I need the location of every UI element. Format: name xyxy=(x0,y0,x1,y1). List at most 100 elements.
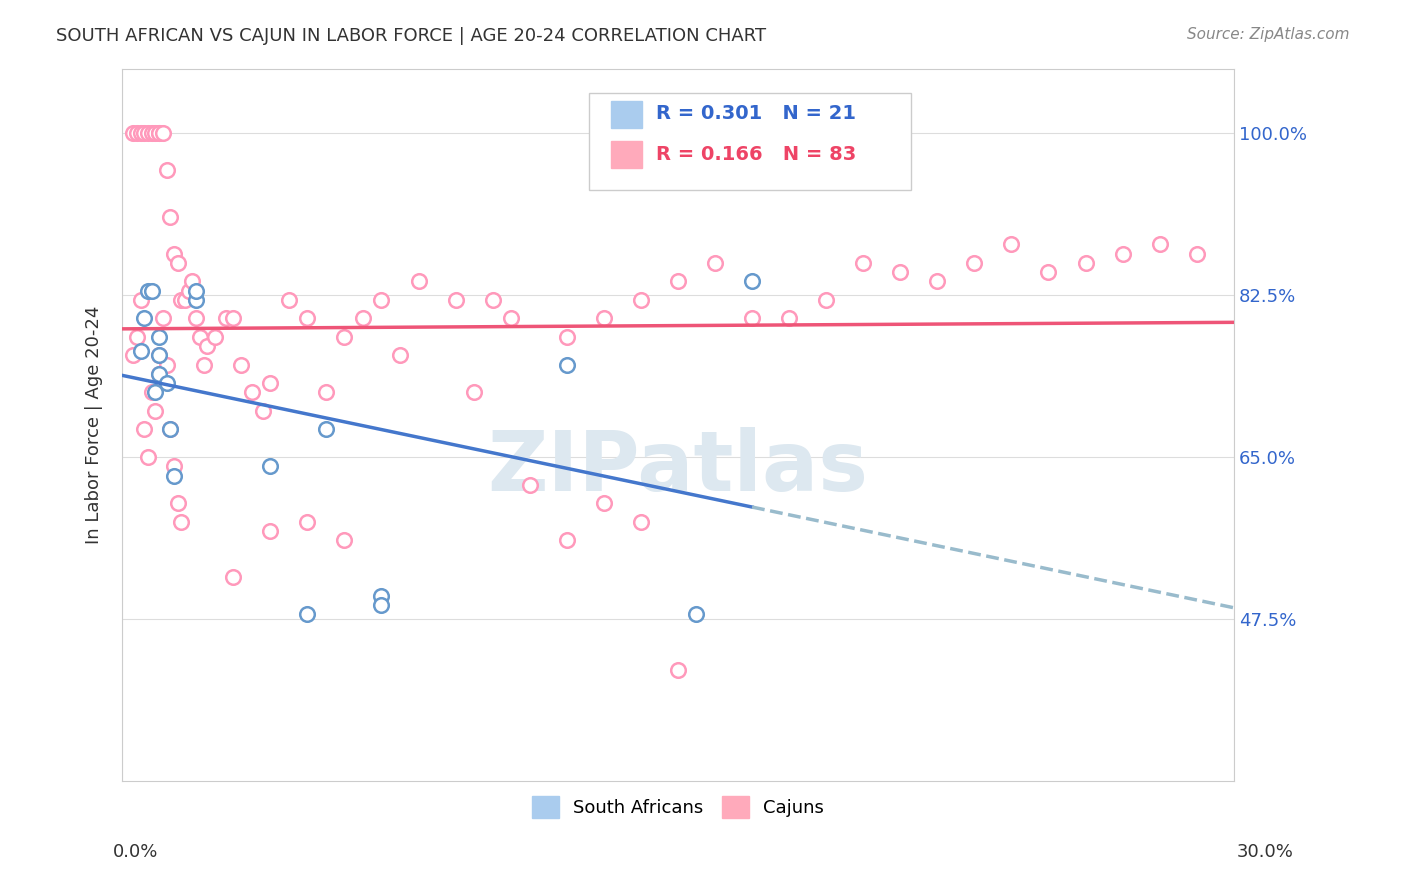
Point xyxy=(148,126,170,140)
Point xyxy=(778,311,800,326)
Point xyxy=(136,284,159,298)
Point xyxy=(315,422,337,436)
FancyBboxPatch shape xyxy=(612,101,643,128)
Point xyxy=(148,367,170,381)
Point xyxy=(555,358,578,372)
Point xyxy=(444,293,467,307)
Legend: South Africans, Cajuns: South Africans, Cajuns xyxy=(524,789,831,825)
Point xyxy=(685,607,707,622)
FancyBboxPatch shape xyxy=(612,141,643,169)
Point xyxy=(148,330,170,344)
Point xyxy=(125,126,148,140)
Point xyxy=(148,126,170,140)
Point xyxy=(352,311,374,326)
Point xyxy=(297,515,319,529)
Point xyxy=(145,404,167,418)
Point xyxy=(240,385,263,400)
Point xyxy=(177,284,200,298)
Point xyxy=(852,256,875,270)
Point xyxy=(152,126,174,140)
Point xyxy=(1111,246,1133,260)
Point xyxy=(519,478,541,492)
Point xyxy=(370,589,392,603)
Point xyxy=(666,274,689,288)
Point xyxy=(186,311,208,326)
Point xyxy=(163,246,186,260)
Point xyxy=(481,293,503,307)
Point xyxy=(155,376,177,391)
Point xyxy=(963,256,986,270)
Point xyxy=(141,385,163,400)
Point xyxy=(136,450,159,464)
Y-axis label: In Labor Force | Age 20-24: In Labor Force | Age 20-24 xyxy=(86,306,103,544)
Point xyxy=(170,515,193,529)
Point xyxy=(122,348,145,362)
Point xyxy=(163,459,186,474)
Point xyxy=(333,330,356,344)
Point xyxy=(129,293,152,307)
Point xyxy=(222,311,245,326)
Point xyxy=(186,284,208,298)
Point xyxy=(315,385,337,400)
Point xyxy=(259,524,281,538)
Point xyxy=(134,311,156,326)
Point xyxy=(193,358,215,372)
Point xyxy=(297,311,319,326)
Point xyxy=(155,358,177,372)
Point xyxy=(592,311,614,326)
Point xyxy=(463,385,485,400)
Point xyxy=(741,311,763,326)
Point xyxy=(1185,246,1208,260)
Point xyxy=(222,570,245,584)
Point xyxy=(141,126,163,140)
Point xyxy=(259,459,281,474)
Point xyxy=(129,343,152,358)
Point xyxy=(215,311,238,326)
Point xyxy=(145,385,167,400)
Text: R = 0.166   N = 83: R = 0.166 N = 83 xyxy=(655,145,856,163)
Point xyxy=(333,533,356,548)
Point xyxy=(125,330,148,344)
Text: 0.0%: 0.0% xyxy=(112,843,157,861)
Point xyxy=(155,163,177,178)
Point xyxy=(388,348,411,362)
Point xyxy=(166,496,188,510)
Point xyxy=(159,422,181,436)
FancyBboxPatch shape xyxy=(589,94,911,190)
Point xyxy=(174,293,197,307)
Point xyxy=(666,663,689,677)
Point xyxy=(1074,256,1097,270)
Point xyxy=(204,330,226,344)
Point xyxy=(134,422,156,436)
Point xyxy=(136,126,159,140)
Point xyxy=(889,265,911,279)
Point xyxy=(630,293,652,307)
Point xyxy=(186,293,208,307)
Point xyxy=(252,404,274,418)
Point xyxy=(927,274,949,288)
Point xyxy=(163,468,186,483)
Point xyxy=(152,311,174,326)
Point xyxy=(501,311,523,326)
Text: ZIPatlas: ZIPatlas xyxy=(488,427,869,508)
Point xyxy=(188,330,211,344)
Point xyxy=(134,126,156,140)
Point xyxy=(166,256,188,270)
Point xyxy=(122,126,145,140)
Point xyxy=(592,496,614,510)
Point xyxy=(555,533,578,548)
Point xyxy=(145,126,167,140)
Point xyxy=(148,348,170,362)
Point xyxy=(1000,237,1022,252)
Point xyxy=(741,274,763,288)
Point xyxy=(370,293,392,307)
Point xyxy=(148,348,170,362)
Point xyxy=(129,126,152,140)
Text: 30.0%: 30.0% xyxy=(1237,843,1294,861)
Point xyxy=(408,274,430,288)
Point xyxy=(370,598,392,612)
Point xyxy=(1038,265,1060,279)
Point xyxy=(159,210,181,224)
Point xyxy=(159,422,181,436)
Point xyxy=(259,376,281,391)
